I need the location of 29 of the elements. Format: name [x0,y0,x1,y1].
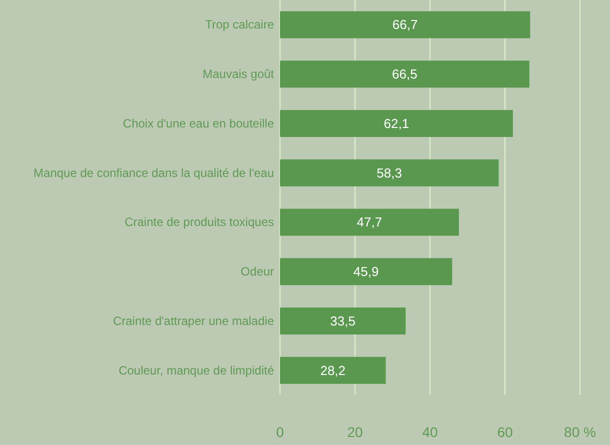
x-tick-label: 60 [497,424,513,440]
y-tick-label: Crainte de produits toxiques [124,215,274,230]
data-label: 33,5 [330,313,356,328]
y-tick-label: Trop calcaire [205,18,274,32]
x-tick-label: 40 [422,424,438,440]
data-label: 62,1 [384,116,410,131]
bar [280,307,406,334]
y-tick-label: Choix d'une eau en bouteille [122,116,274,130]
bar [280,159,499,186]
data-label: 45,9 [353,264,379,280]
bar [280,60,530,88]
data-label: 28,2 [320,362,346,378]
data-label: 58,3 [376,165,402,180]
data-label: 66,7 [392,17,418,32]
x-tick-label: 20 [347,424,363,440]
data-label: 66,5 [392,66,418,82]
y-tick-label: Odeur [240,264,274,279]
bar [280,110,513,137]
bar [280,356,386,384]
x-tick-label: 80 % [564,424,596,440]
bar [280,258,452,286]
y-tick-label: Couleur, manque de limpidité [118,363,274,378]
bar [280,11,530,38]
y-tick-label: Manque de confiance dans la qualité de l'eau [34,166,274,180]
bar [280,208,459,236]
data-label: 47,7 [356,214,382,230]
x-tick-label: 0 [276,424,284,440]
y-tick-label: Mauvais goût [202,67,275,82]
y-tick-label: Crainte d'attraper une maladie [112,314,274,328]
